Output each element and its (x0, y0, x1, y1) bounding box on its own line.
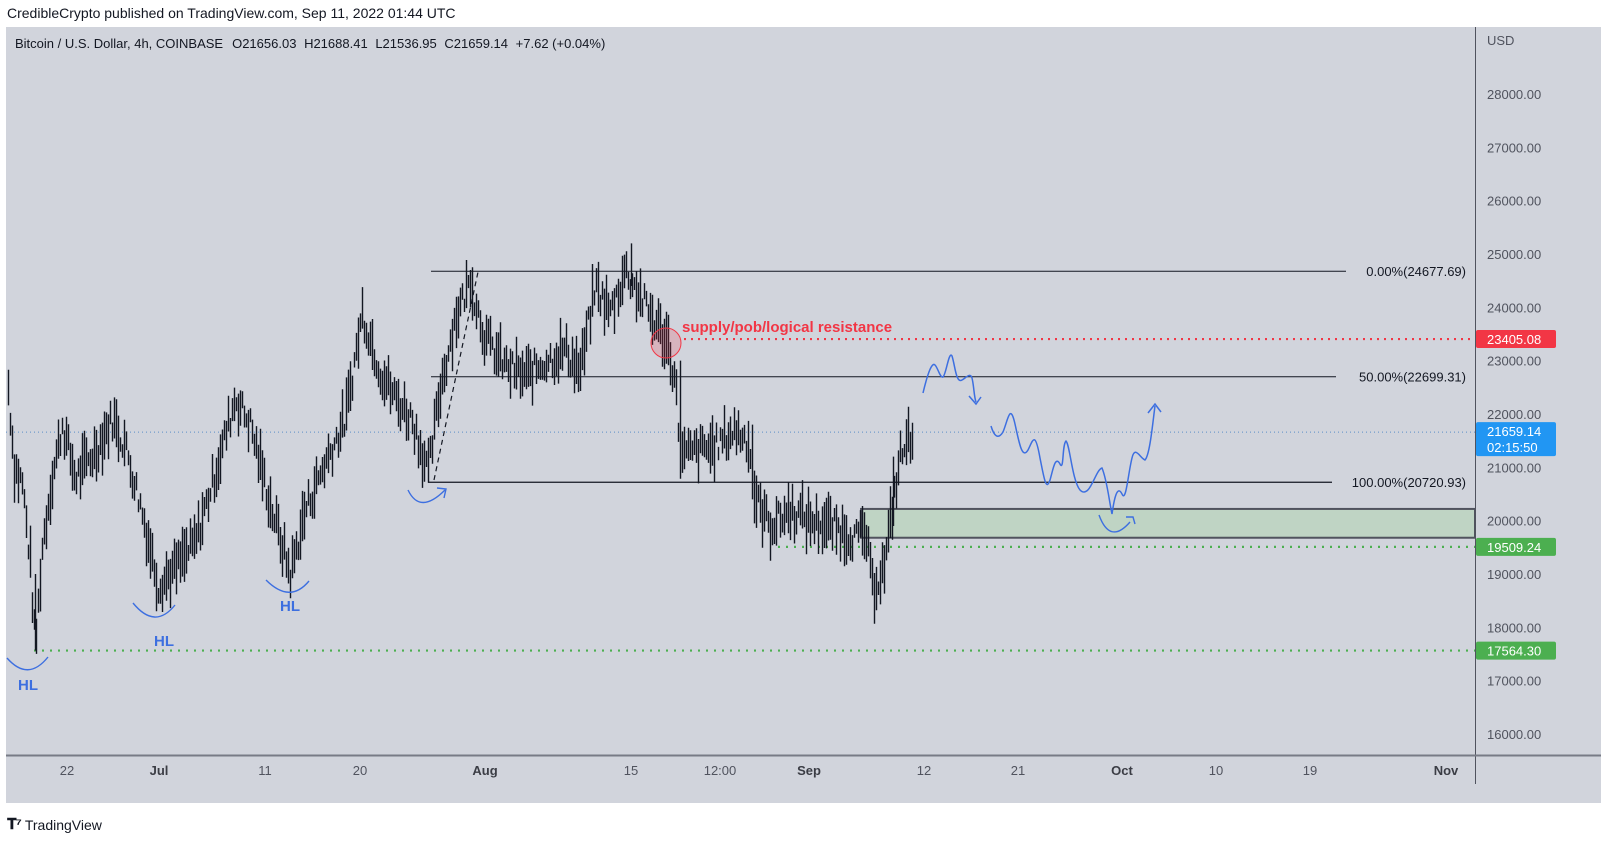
price-tick: 26000.00 (1487, 194, 1541, 209)
time-tick: 21 (1011, 763, 1025, 778)
projection-arrow-up (1147, 402, 1162, 414)
price-tick: 24000.00 (1487, 300, 1541, 315)
open-value: 21656.03 (242, 36, 297, 51)
price-tick: 20000.00 (1487, 514, 1541, 529)
projection-path-1[interactable] (922, 354, 977, 403)
price-tick: 19000.00 (1487, 567, 1541, 582)
projection-drawings[interactable] (6, 271, 1162, 671)
open-label: O (232, 36, 243, 51)
horizontal-levels[interactable] (6, 270, 1475, 652)
bounce-arrow-head (436, 487, 447, 499)
tradingview-logo[interactable]: 𝐓⁷ TradingView (7, 816, 102, 833)
time-tick: Nov (1434, 763, 1459, 778)
demand-zone[interactable] (860, 507, 1476, 539)
ohlc-bars (7, 243, 914, 654)
hl-arc-2[interactable] (132, 602, 176, 618)
price-tick: 17000.00 (1487, 674, 1541, 689)
bounce-arrow-curve[interactable] (407, 489, 446, 504)
fib-label-2: 100.00%(20720.93) (1352, 475, 1466, 490)
high-value: 21688.41 (313, 36, 368, 51)
low-value: 21536.95 (382, 36, 437, 51)
time-tick: 11 (258, 763, 272, 778)
zone-bounce-arrow-head (1126, 516, 1136, 525)
price-tick: 28000.00 (1487, 87, 1541, 102)
resistance-price-badge-text: 23405.08 (1487, 332, 1541, 347)
price-bars (7, 243, 914, 654)
currency-label: USD (1487, 33, 1514, 48)
time-tick: 10 (1209, 763, 1223, 778)
tradingview-logo-icon: 𝐓⁷ (7, 816, 22, 833)
hl-label-3[interactable]: HL (280, 598, 300, 615)
high-label: H (304, 36, 314, 51)
time-tick: 12:00 (704, 763, 737, 778)
resistance-price-badge[interactable] (1476, 330, 1556, 349)
price-axis[interactable]: USD 28000.00 27000.00 26000.00 25000.00 24000… (1476, 33, 1556, 742)
hl-label-2[interactable]: HL (154, 633, 174, 650)
demand-zone-rect[interactable] (860, 507, 1476, 539)
resistance-annotation[interactable]: supply/pob/logical resistance (682, 319, 892, 336)
zone-bounce-curve[interactable] (1098, 514, 1131, 533)
change-value: +7.62 (+0.04%) (515, 36, 606, 51)
price-tick: 21000.00 (1487, 460, 1541, 475)
fib-label-0: 0.00%(24677.69) (1366, 264, 1466, 279)
time-tick: Jul (150, 763, 169, 778)
time-tick: 20 (353, 763, 367, 778)
time-tick: Aug (472, 763, 497, 778)
low-support-price-badge[interactable] (1476, 641, 1556, 660)
price-tick: 16000.00 (1487, 727, 1541, 742)
chart-area[interactable] (6, 27, 1601, 803)
low-support-price-badge-text: 17564.30 (1487, 644, 1541, 659)
price-tick: 25000.00 (1487, 247, 1541, 262)
fib-label-1: 50.00%(22699.31) (1359, 370, 1466, 385)
close-value: 21659.14 (453, 36, 509, 51)
bar-countdown: 02:15:50 (1487, 440, 1538, 455)
ohlc-legend: Bitcoin / U.S. Dollar, 4h, COINBASE O2165… (15, 36, 609, 51)
time-tick: 22 (60, 763, 74, 778)
time-tick: Oct (1111, 763, 1133, 778)
price-tick: 22000.00 (1487, 407, 1541, 422)
support-price-badge[interactable] (1476, 537, 1556, 556)
low-label: L (375, 36, 383, 51)
time-tick: 15 (624, 763, 638, 778)
time-tick: 19 (1303, 763, 1317, 778)
close-label: C (444, 36, 454, 51)
support-price-badge-text: 19509.24 (1487, 540, 1541, 555)
time-tick: 12 (917, 763, 931, 778)
publish-info: CredibleCrypto published on TradingView.… (7, 5, 456, 21)
price-tick: 23000.00 (1487, 354, 1541, 369)
last-price-badge[interactable] (1476, 422, 1556, 457)
chart-text: supply/pob/logical resistance HL HL HL 0.00%… (18, 264, 1466, 694)
resistance-circle-marker[interactable] (650, 327, 682, 359)
hl-arc-1[interactable] (6, 656, 49, 671)
last-price-badge-text: 21659.14 (1487, 424, 1541, 439)
time-axis[interactable]: 22 Jul 11 20 Aug 15 12:00 Sep 12 21 Oct 10 19 Nov (60, 763, 1459, 778)
hl-label-1[interactable]: HL (18, 677, 38, 694)
projection-arrow-down (968, 395, 982, 406)
symbol-title: Bitcoin / U.S. Dollar, 4h, COINBASE (15, 36, 224, 51)
time-tick: Sep (797, 763, 821, 778)
projection-path-2[interactable] (990, 405, 1156, 515)
price-tick: 27000.00 (1487, 140, 1541, 155)
hl-arc-3[interactable] (265, 579, 310, 593)
price-tick: 18000.00 (1487, 620, 1541, 635)
tradingview-wordmark: TradingView (24, 816, 102, 833)
